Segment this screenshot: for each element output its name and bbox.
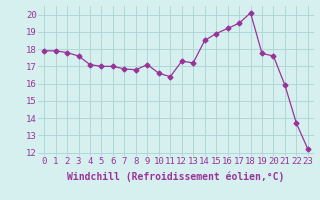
X-axis label: Windchill (Refroidissement éolien,°C): Windchill (Refroidissement éolien,°C) [67, 172, 285, 182]
